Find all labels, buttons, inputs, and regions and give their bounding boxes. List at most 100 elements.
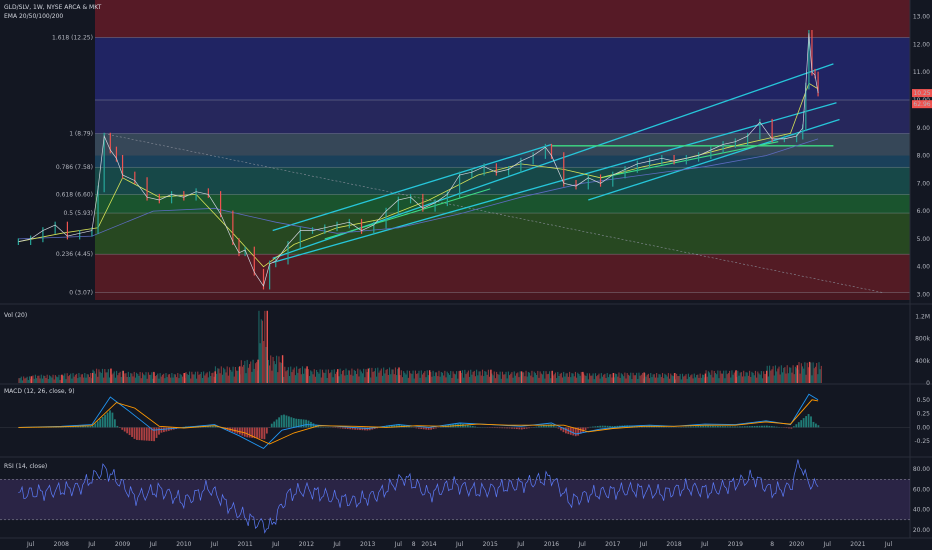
- volume-bar: [413, 378, 415, 383]
- macd-histogram-bar: [655, 426, 658, 428]
- volume-bar: [487, 369, 489, 383]
- volume-bar: [511, 372, 513, 383]
- volume-bar: [40, 374, 42, 383]
- volume-bar: [559, 373, 561, 383]
- volume-tick-label: 800k: [915, 336, 930, 343]
- rsi-pane[interactable]: 80.00 60.00 40.00 20.00: [0, 459, 930, 534]
- volume-bar: [124, 373, 126, 383]
- macd-histogram-bar: [317, 426, 320, 428]
- macd-histogram-bar: [405, 425, 408, 428]
- volume-bar: [198, 374, 200, 383]
- volume-bar: [23, 376, 25, 383]
- volume-bar: [605, 378, 607, 383]
- macd-histogram-bar: [506, 427, 508, 429]
- macd-tick-label: 0.25: [917, 411, 931, 418]
- volume-bar: [34, 374, 36, 383]
- volume-bar: [212, 372, 214, 383]
- fib-label-4: 0.786 (7.58): [56, 164, 93, 171]
- volume-bar: [37, 375, 39, 383]
- volume-bar-main: [674, 373, 676, 383]
- macd-histogram-bar: [285, 415, 288, 428]
- volume-bar: [394, 367, 396, 383]
- volume-bar: [52, 374, 54, 383]
- volume-bar: [524, 376, 526, 383]
- macd-histogram-bar: [128, 427, 131, 436]
- volume-bar: [98, 369, 100, 383]
- macd-histogram-bar: [694, 426, 697, 428]
- macd-histogram-bar: [763, 425, 766, 428]
- volume-bar: [53, 379, 55, 383]
- volume-bar: [744, 376, 746, 383]
- price-pane[interactable]: 0 (3.07) 0.236 (4.45) 0.5 (5.93) 0.618 (6.6…: [0, 0, 932, 538]
- volume-bar-main: [735, 370, 737, 383]
- volume-bar: [621, 374, 624, 383]
- macd-histogram-bar: [371, 427, 374, 430]
- volume-bar: [589, 373, 591, 383]
- volume-bar: [536, 374, 538, 383]
- macd-histogram-bar: [807, 414, 810, 428]
- volume-pane[interactable]: 1.2M 800k 400k 0: [18, 310, 931, 387]
- volume-bar: [656, 373, 658, 383]
- macd-histogram-bar: [520, 427, 523, 430]
- volume-bar: [437, 376, 439, 383]
- volume-bar: [449, 374, 451, 383]
- volume-bar: [683, 376, 685, 383]
- volume-bar: [799, 373, 801, 383]
- fib-zone-grey: [94, 133, 911, 156]
- volume-bar: [698, 377, 700, 383]
- volume-bar: [348, 370, 351, 383]
- time-tick-label: 2018: [666, 541, 681, 548]
- macd-histogram-bar: [584, 427, 587, 431]
- macd-histogram-bar: [518, 427, 521, 430]
- volume-bar: [91, 378, 93, 383]
- volume-bar: [658, 374, 660, 383]
- volume-bar: [463, 377, 465, 383]
- volume-bar: [787, 373, 789, 383]
- macd-histogram-bar: [430, 427, 432, 430]
- macd-histogram-bar: [729, 426, 732, 428]
- volume-bar: [646, 374, 648, 383]
- volume-bar: [660, 377, 662, 383]
- volume-bar: [381, 375, 384, 383]
- volume-bar: [46, 374, 48, 383]
- volume-bar: [609, 374, 611, 383]
- volume-bar: [820, 365, 822, 383]
- macd-histogram-bar: [393, 424, 396, 428]
- macd-histogram-bar: [123, 427, 126, 432]
- volume-bar: [791, 372, 793, 383]
- volume-bar: [687, 373, 689, 383]
- volume-bar: [311, 371, 313, 383]
- volume-bar: [225, 372, 227, 383]
- volume-bar: [164, 378, 166, 383]
- macd-pane[interactable]: 0.50 0.25 0.00 -0.25: [0, 393, 931, 449]
- volume-bar: [784, 367, 786, 383]
- volume-bar: [254, 363, 256, 383]
- volume-bar: [703, 374, 705, 383]
- macd-histogram-bar: [528, 427, 531, 429]
- volume-bar: [304, 368, 306, 383]
- macd-histogram-bar: [765, 425, 768, 428]
- macd-histogram-bar: [283, 414, 285, 428]
- time-axis[interactable]: Jul 2008 Jul 2009 Jul 2010 Jul 2011 Jul 2012 Jul 20…: [0, 537, 932, 548]
- volume-bar: [201, 378, 204, 383]
- volume-bar: [219, 373, 221, 383]
- macd-histogram-bar: [538, 426, 540, 428]
- volume-bar: [526, 376, 528, 383]
- macd-histogram-bar: [339, 427, 342, 429]
- volume-bar: [651, 377, 653, 383]
- volume-bar: [284, 366, 286, 383]
- volume-bar: [519, 371, 521, 383]
- volume-bar: [86, 374, 88, 383]
- macd-histogram-bar: [82, 425, 84, 428]
- volume-bar: [64, 373, 66, 383]
- volume-bar: [493, 371, 495, 383]
- volume-bar: [327, 369, 329, 383]
- volume-bar: [119, 371, 121, 383]
- volume-bar: [650, 373, 652, 383]
- macd-histogram-bar: [562, 427, 565, 433]
- volume-bar: [753, 375, 755, 383]
- volume-bar-main: [551, 370, 553, 383]
- macd-histogram-bar: [69, 426, 72, 428]
- volume-bar: [430, 371, 432, 383]
